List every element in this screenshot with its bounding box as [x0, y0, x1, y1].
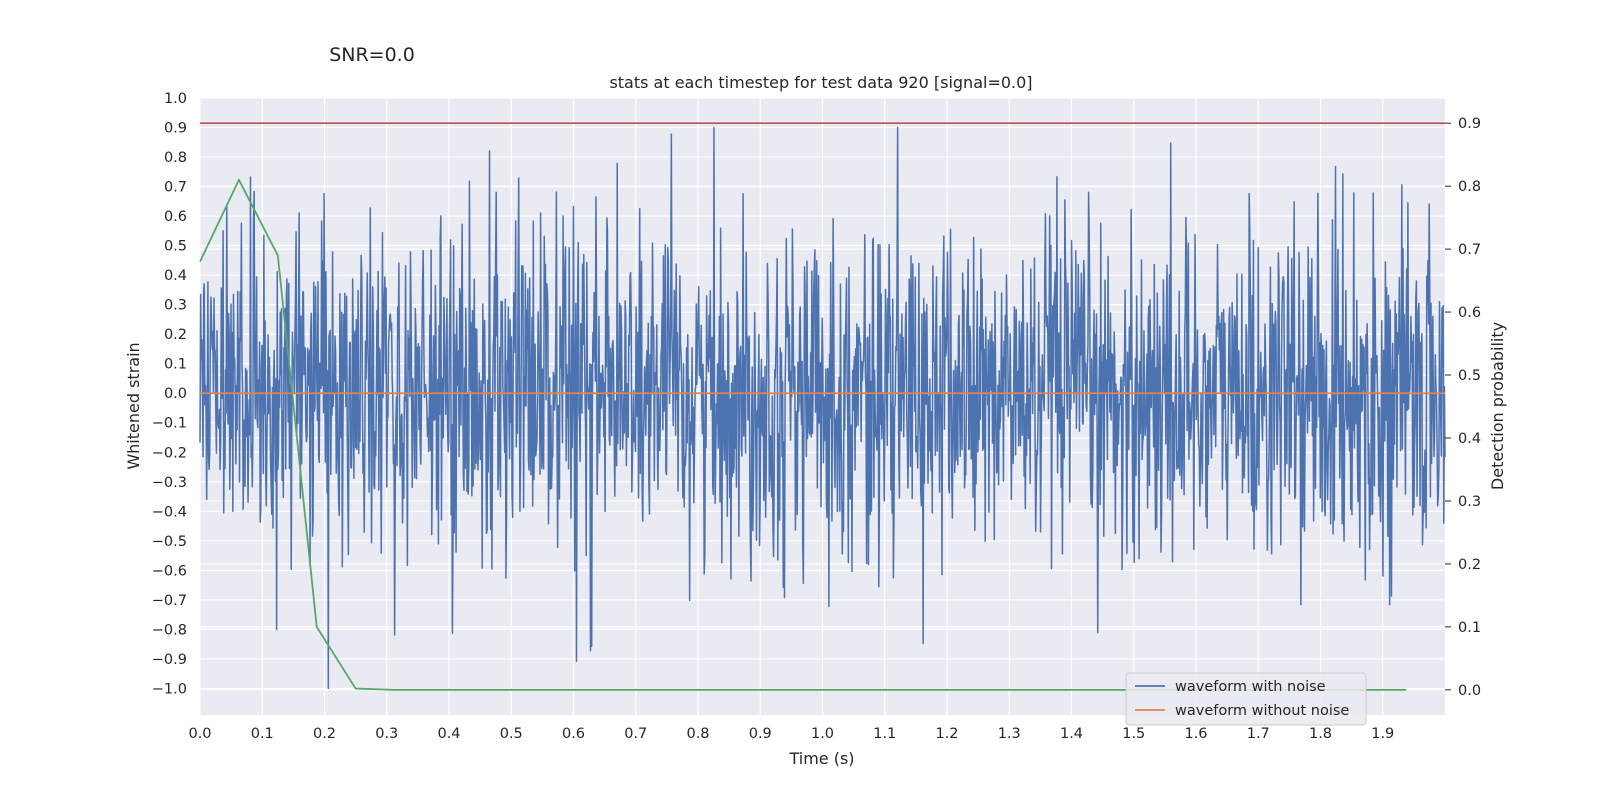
left-y-axis-label: Whitened strain — [124, 342, 143, 469]
left-y-tick-label: 0.4 — [164, 268, 187, 284]
x-tick-label: 0.8 — [686, 726, 709, 742]
right-y-axis-label: Detection probability — [1488, 322, 1507, 490]
left-y-axis-ticks: 1.0 0.9 0.8 0.7 0.6 0.5 0.4 0.3 0.2 0.1 0.0 −0.1 −0.… — [152, 91, 187, 697]
x-tick-label: 0.0 — [188, 726, 211, 742]
x-tick-label: 1.0 — [811, 726, 834, 742]
right-y-tick-label: 0.7 — [1458, 242, 1481, 258]
right-y-tick-label: 0.1 — [1458, 620, 1481, 636]
left-y-tick-label: −0.7 — [152, 593, 187, 609]
legend-label-noise: waveform with noise — [1175, 679, 1326, 695]
right-y-tick-label: 0.3 — [1458, 494, 1481, 510]
x-tick-label: 0.2 — [313, 726, 336, 742]
series-detection-probability — [199, 178, 1407, 691]
right-y-tick-label: 0.0 — [1458, 683, 1481, 699]
left-y-tick-label: −1.0 — [152, 681, 187, 697]
left-y-tick-label: −0.6 — [152, 563, 187, 579]
x-tick-label: 1.6 — [1184, 726, 1207, 742]
x-tick-label: 1.4 — [1060, 726, 1083, 742]
left-y-tick-label: −0.9 — [152, 652, 187, 668]
x-tick-label: 1.8 — [1309, 726, 1332, 742]
x-tick-label: 0.3 — [375, 726, 398, 742]
chart-title: stats at each timestep for test data 920… — [609, 73, 1032, 92]
right-y-tick-label: 0.4 — [1458, 431, 1481, 447]
left-y-tick-label: 0.1 — [164, 357, 187, 373]
left-y-tick-label: 0.9 — [164, 121, 187, 137]
legend-label-clean: waveform without noise — [1175, 703, 1349, 719]
left-y-tick-label: −0.4 — [152, 504, 187, 520]
left-y-tick-label: 0.5 — [164, 239, 187, 255]
x-tick-label: 1.9 — [1371, 726, 1394, 742]
left-y-tick-label: 0.2 — [164, 327, 187, 343]
left-y-tick-label: 0.0 — [164, 386, 187, 402]
x-tick-label: 0.9 — [749, 726, 772, 742]
series-waveform-with-noise — [199, 126, 1446, 690]
x-tick-label: 1.5 — [1122, 726, 1145, 742]
right-y-tick-label: 0.8 — [1458, 179, 1481, 195]
right-y-axis-ticks: 0.9 0.8 0.7 0.6 0.5 0.4 0.3 0.2 0.1 0.0 — [1445, 116, 1481, 699]
left-y-tick-label: 0.8 — [164, 150, 187, 166]
x-tick-label: 1.3 — [998, 726, 1021, 742]
right-y-tick-label: 0.5 — [1458, 368, 1481, 384]
left-y-tick-label: 1.0 — [164, 91, 187, 107]
x-tick-label: 0.7 — [624, 726, 647, 742]
figure-suptitle: SNR=0.0 — [329, 44, 415, 66]
x-tick-label: 0.6 — [562, 726, 585, 742]
left-y-tick-label: 0.3 — [164, 298, 187, 314]
x-tick-label: 1.7 — [1247, 726, 1270, 742]
x-axis-ticks: 0.0 0.1 0.2 0.3 0.4 0.5 0.6 0.7 0.8 0.9 1.0 1.1 1.2 1… — [188, 726, 1394, 742]
left-y-tick-label: −0.5 — [152, 534, 187, 550]
x-tick-label: 0.4 — [437, 726, 460, 742]
x-tick-label: 0.5 — [500, 726, 523, 742]
left-y-tick-label: −0.1 — [152, 416, 187, 432]
x-tick-label: 1.1 — [873, 726, 896, 742]
left-y-tick-label: 0.7 — [164, 180, 187, 196]
x-axis-label: Time (s) — [788, 749, 854, 768]
legend-box — [1125, 672, 1367, 726]
left-y-tick-label: 0.6 — [164, 209, 187, 225]
right-y-tick-label: 0.2 — [1458, 557, 1481, 573]
left-y-tick-label: −0.3 — [152, 475, 187, 491]
x-tick-label: 1.2 — [935, 726, 958, 742]
left-y-tick-label: −0.8 — [152, 622, 187, 638]
x-tick-label: 0.1 — [251, 726, 274, 742]
right-y-tick-label: 0.9 — [1458, 116, 1481, 132]
series-layer — [199, 122, 1446, 691]
legend: waveform with noise waveform without noi… — [1125, 672, 1367, 726]
left-y-tick-label: −0.2 — [152, 445, 187, 461]
right-y-tick-label: 0.6 — [1458, 305, 1481, 321]
